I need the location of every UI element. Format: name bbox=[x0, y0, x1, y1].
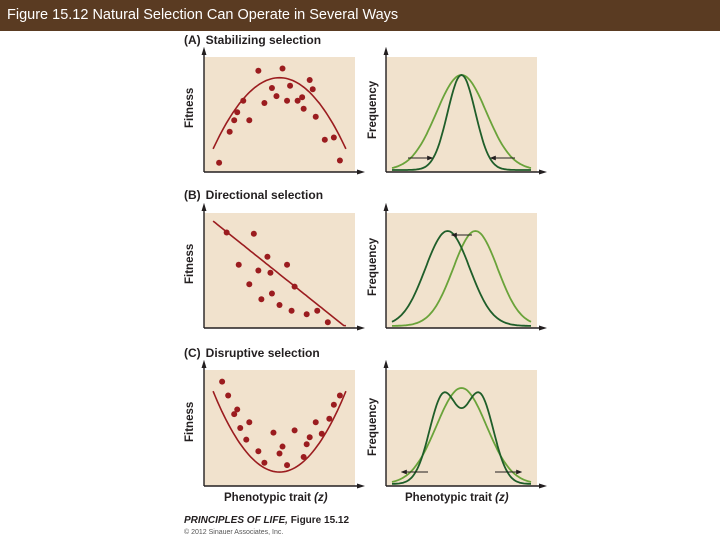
footer-copyright: © 2012 Sinauer Associates, Inc. bbox=[184, 529, 284, 536]
panel-a-data-point bbox=[284, 97, 291, 104]
fitness-xlabel-var: (z) bbox=[314, 492, 328, 504]
panel-b-frequency-plot-area bbox=[386, 213, 537, 328]
footer-book: PRINCIPLES OF LIFE, bbox=[184, 515, 288, 526]
panel-b-data-point bbox=[258, 296, 265, 303]
panel-c-data-point bbox=[284, 462, 291, 469]
panel-b-data-point bbox=[223, 229, 230, 236]
panel-c-data-point bbox=[276, 450, 283, 457]
panel-a-letter: (A) bbox=[184, 33, 201, 47]
panel-a-data-point bbox=[268, 85, 275, 92]
panel-c-data-point bbox=[219, 378, 226, 385]
panel-b-data-point bbox=[303, 311, 310, 318]
panel-a-data-point bbox=[306, 77, 313, 83]
frequency-xlabel: Phenotypic trait (z) bbox=[405, 492, 509, 504]
panel-c-data-point bbox=[261, 459, 268, 466]
panel-a-data-point bbox=[255, 67, 262, 74]
panel-c-data-point bbox=[225, 392, 232, 399]
panel-b-data-point bbox=[288, 307, 295, 314]
panel-c-data-point bbox=[306, 434, 313, 441]
panel-a-frequency-plot-area bbox=[386, 57, 537, 172]
panel-b-data-point bbox=[255, 267, 262, 274]
panel-a-data-point bbox=[300, 105, 307, 112]
page-title: Figure 15.12 Natural Selection Can Opera… bbox=[7, 7, 399, 23]
panel-b-name: Directional selection bbox=[205, 188, 324, 202]
panel-a-data-point bbox=[273, 93, 280, 100]
panel-b-title: (B) Directional selection bbox=[184, 188, 323, 202]
panel-a-data-point bbox=[336, 157, 343, 164]
panel-c-data-point bbox=[312, 419, 319, 426]
panel-b-data-point bbox=[250, 230, 257, 237]
panel-a-fit-curve bbox=[212, 76, 347, 150]
panel-a-data-point bbox=[321, 136, 328, 143]
panel-a-name: Stabilizing selection bbox=[205, 33, 322, 47]
panel-c-fitness-plot-area bbox=[204, 370, 355, 486]
panel-a-fitness-plot-area bbox=[204, 57, 355, 172]
panel-c-data-point bbox=[255, 448, 262, 455]
panel-c-fit-curve bbox=[212, 390, 347, 473]
panel-a-data-point bbox=[240, 97, 247, 104]
panel-c-data-point bbox=[246, 419, 253, 426]
panel-b-data-point bbox=[324, 319, 331, 326]
panel-a-data-point bbox=[231, 117, 238, 124]
panel-b-data-point bbox=[314, 307, 321, 314]
panel-a-data-point bbox=[299, 94, 306, 101]
panel-b-data-point bbox=[276, 302, 283, 308]
panel-c-name: Disruptive selection bbox=[205, 346, 320, 360]
panel-c-frequency-plot-area bbox=[386, 370, 537, 486]
panel-b-letter: (B) bbox=[184, 188, 201, 202]
panel-b-data-point bbox=[235, 261, 242, 268]
panel-c-data-point bbox=[243, 436, 250, 443]
plots-layer bbox=[201, 46, 548, 489]
panel-c-data-point bbox=[303, 441, 310, 448]
panel-a-data-point bbox=[279, 65, 286, 72]
panel-b-data-point bbox=[268, 290, 275, 297]
panel-c-data-point bbox=[270, 429, 277, 436]
panel-c-after-curve bbox=[392, 391, 531, 485]
panel-b-after-curve bbox=[391, 230, 531, 327]
panel-a-data-point bbox=[330, 134, 337, 141]
panel-b-data-point bbox=[246, 281, 253, 288]
panel-a-data-point bbox=[216, 159, 223, 166]
panel-c-data-point bbox=[326, 415, 333, 422]
panel-c-data-point bbox=[300, 454, 307, 460]
panel-c-data-point bbox=[231, 411, 238, 418]
fitness-xlabel-text: Phenotypic trait bbox=[224, 492, 311, 504]
panel-c-data-point bbox=[279, 443, 286, 450]
panel-c-data-point bbox=[234, 406, 241, 413]
panel-a-data-point bbox=[294, 97, 301, 104]
panel-b-data-point bbox=[291, 283, 298, 290]
frequency-xlabel-var: (z) bbox=[495, 492, 509, 504]
fitness-xlabel: Phenotypic trait (z) bbox=[224, 492, 328, 504]
panel-a-data-point bbox=[234, 109, 241, 116]
panel-a-data-point bbox=[312, 113, 319, 120]
panel-c-data-point bbox=[237, 425, 244, 431]
panel-b-fit-curve bbox=[212, 220, 346, 327]
panel-a-data-point bbox=[226, 128, 233, 135]
panel-a-data-point bbox=[287, 82, 294, 89]
panel-a-data-point bbox=[261, 100, 268, 106]
panel-b-data-point bbox=[267, 269, 274, 276]
title-bar: Figure 15.12 Natural Selection Can Opera… bbox=[0, 0, 720, 31]
panel-c-data-point bbox=[318, 430, 325, 437]
panel-c-data-point bbox=[330, 401, 337, 408]
panel-c-title: (C) Disruptive selection bbox=[184, 346, 320, 360]
panel-c-letter: (C) bbox=[184, 346, 201, 360]
panel-a-data-point bbox=[309, 86, 316, 93]
footer-source: PRINCIPLES OF LIFE, Figure 15.12 bbox=[184, 515, 349, 526]
panel-c-before-curve bbox=[391, 387, 532, 483]
frequency-xlabel-text: Phenotypic trait bbox=[405, 492, 492, 504]
panel-a-after-curve bbox=[392, 74, 531, 171]
panel-b-data-point bbox=[284, 261, 291, 268]
panel-c-data-point bbox=[336, 392, 343, 399]
panel-c-data-point bbox=[291, 427, 298, 434]
panel-b-data-point bbox=[264, 253, 271, 260]
footer-figure: Figure 15.12 bbox=[290, 515, 350, 526]
panel-a-data-point bbox=[246, 117, 253, 124]
panel-a-title: (A) Stabilizing selection bbox=[184, 33, 321, 47]
